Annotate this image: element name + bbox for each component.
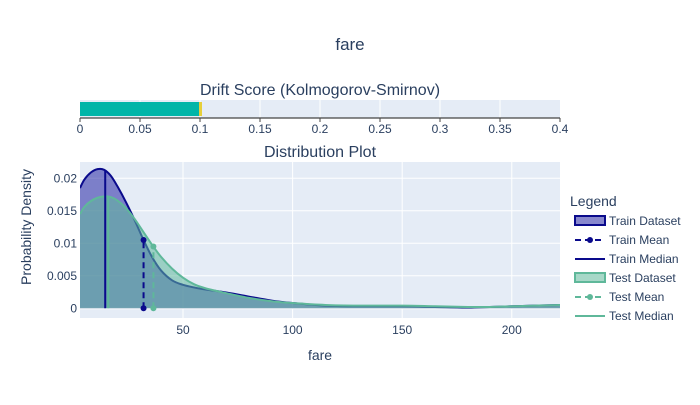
legend-label: Train Median [609, 252, 679, 266]
drift-tick-label: 0.15 [248, 122, 272, 136]
y-tick-label: 0.02 [54, 171, 78, 185]
drift-score-bar[interactable] [80, 102, 200, 116]
legend-item-train-median[interactable]: Train Median [575, 252, 679, 266]
y-axis-title: Probability Density [18, 169, 34, 285]
legend-item-test-mean[interactable]: Test Mean [575, 290, 664, 304]
figure-title: fare [335, 35, 364, 54]
test-mean-top-point[interactable] [150, 243, 157, 250]
legend-item-train-dataset[interactable]: Train Dataset [574, 214, 681, 228]
y-tick-label: 0.005 [47, 269, 77, 283]
legend-label: Test Median [609, 309, 674, 323]
legend-item-train-mean[interactable]: Train Mean [575, 233, 669, 247]
legend-label: Test Dataset [609, 271, 676, 285]
test-density-area [80, 196, 560, 309]
drift-tick-label: 0.4 [552, 122, 569, 136]
y-tick-label: 0.01 [54, 236, 78, 250]
x-axis-title: fare [308, 347, 332, 363]
drift-tick-label: 0.3 [432, 122, 449, 136]
legend-swatch [574, 272, 606, 283]
legend-label: Train Dataset [609, 214, 681, 228]
test-mean-base-point[interactable] [150, 305, 157, 312]
drift-tick-label: 0.25 [368, 122, 392, 136]
legend-item-test-median[interactable]: Test Median [575, 309, 674, 323]
distribution-title: Distribution Plot [264, 144, 377, 161]
distribution-panel: 50 100 150 200 0 0.005 0.01 0.015 0.02 [47, 162, 560, 337]
train-mean-top-point[interactable] [140, 237, 147, 243]
legend-swatch-marker [587, 294, 593, 300]
drift-title: Drift Score (Kolmogorov-Smirnov) [200, 82, 440, 99]
drift-score-panel: 0 0.05 0.1 0.15 0.2 0.25 0.3 0.35 0.4 [77, 100, 569, 136]
legend-label: Test Mean [609, 290, 664, 304]
legend-item-test-dataset[interactable]: Test Dataset [574, 271, 676, 285]
y-tick-label: 0.015 [47, 204, 77, 218]
x-tick-label: 200 [502, 323, 522, 337]
train-mean-base-point[interactable] [140, 305, 147, 312]
legend-swatch [574, 215, 606, 226]
density-areas [80, 167, 560, 312]
legend-label: Train Mean [609, 233, 669, 247]
legend-title: Legend [570, 193, 617, 209]
drift-tick-label: 0 [77, 122, 84, 136]
y-tick-label: 0 [70, 301, 77, 315]
drift-tick-label: 0.05 [128, 122, 152, 136]
x-tick-label: 50 [176, 323, 190, 337]
legend-swatch-marker [587, 237, 593, 243]
x-tick-label: 100 [283, 323, 303, 337]
drift-tick-label: 0.1 [192, 122, 209, 136]
drift-tick-label: 0.35 [488, 122, 512, 136]
x-tick-label: 150 [392, 323, 412, 337]
drift-threshold-marker [199, 102, 202, 116]
legend[interactable]: Legend Train Dataset Train Mean Train Medi… [570, 193, 681, 323]
drift-tick-label: 0.2 [312, 122, 329, 136]
